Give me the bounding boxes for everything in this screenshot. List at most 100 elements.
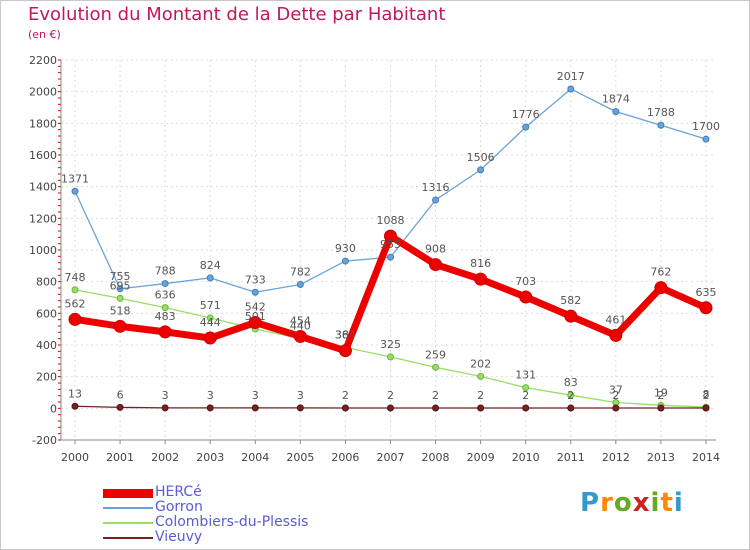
data-point <box>386 253 394 261</box>
data-point <box>206 274 214 282</box>
data-point <box>702 404 710 412</box>
data-point <box>567 85 575 93</box>
data-label: 908 <box>425 243 446 256</box>
y-tick-label: 600 <box>36 307 57 320</box>
data-label: 518 <box>110 304 131 317</box>
data-point <box>612 404 620 412</box>
data-label: 788 <box>155 265 176 278</box>
x-tick-label: 2010 <box>512 451 540 464</box>
data-point <box>341 257 349 265</box>
logo-letter: t <box>660 488 674 518</box>
data-label: 1788 <box>647 106 675 119</box>
logo-letter: r <box>600 488 614 518</box>
chart-subtitle: (en €) <box>28 28 61 41</box>
data-label: 582 <box>560 294 581 307</box>
x-tick-label: 2011 <box>557 451 585 464</box>
data-point <box>161 304 169 312</box>
data-label: 444 <box>200 316 221 329</box>
data-label: 955 <box>380 238 401 251</box>
data-point <box>429 258 443 272</box>
data-point <box>609 328 623 342</box>
data-label: 816 <box>470 257 491 270</box>
data-point <box>68 312 82 326</box>
x-tick-label: 2014 <box>692 451 720 464</box>
x-tick-label: 2003 <box>196 451 224 464</box>
y-tick-label: 1000 <box>29 244 57 257</box>
legend-label: Colombiers-du-Plessis <box>155 514 309 530</box>
data-point <box>161 404 169 412</box>
data-point <box>477 372 485 380</box>
data-label: 1371 <box>61 172 89 185</box>
x-tick-label: 2012 <box>602 451 630 464</box>
data-label: 8 <box>702 388 709 401</box>
x-tick-label: 2001 <box>106 451 134 464</box>
data-label: 364 <box>335 329 356 342</box>
x-tick-label: 2000 <box>61 451 89 464</box>
data-label: 3 <box>162 389 169 402</box>
logo-letter: x <box>632 488 651 518</box>
data-label: 83 <box>564 376 578 389</box>
data-label: 1874 <box>602 93 630 106</box>
data-point <box>248 316 262 330</box>
proxiti-logo: Proxiti <box>580 488 684 518</box>
logo-letter: o <box>613 488 633 518</box>
data-label: 2 <box>612 389 619 402</box>
y-tick-label: 1400 <box>29 181 57 194</box>
data-label: 571 <box>200 299 221 312</box>
data-label: 501 <box>245 310 266 323</box>
data-label: 635 <box>695 286 716 299</box>
data-point <box>113 319 127 333</box>
legend-item: Vieuvy <box>103 529 363 546</box>
data-point <box>116 294 124 302</box>
data-label: 2 <box>387 389 394 402</box>
legend-item: Gorron <box>103 499 363 516</box>
data-point <box>432 196 440 204</box>
data-label: 636 <box>155 289 176 302</box>
data-point <box>71 402 79 410</box>
data-point <box>474 272 488 286</box>
y-tick-label: 1800 <box>29 117 57 130</box>
data-label: 131 <box>515 369 536 382</box>
data-point <box>116 285 124 293</box>
data-label: 2 <box>342 389 349 402</box>
data-point <box>432 404 440 412</box>
data-point <box>386 404 394 412</box>
data-label: 542 <box>245 301 266 314</box>
legend-swatch <box>103 507 153 509</box>
logo-letter: i <box>650 488 661 518</box>
data-label: 454 <box>290 314 311 327</box>
data-label: 748 <box>65 271 86 284</box>
data-label: 2 <box>522 389 529 402</box>
y-tick-label: 2000 <box>29 86 57 99</box>
data-point <box>383 229 397 243</box>
data-point <box>206 314 214 322</box>
data-label: 733 <box>245 273 266 286</box>
data-point <box>338 344 352 358</box>
x-tick-label: 2008 <box>422 451 450 464</box>
x-tick-label: 2005 <box>286 451 314 464</box>
data-label: 1700 <box>692 120 720 133</box>
data-label: 2 <box>657 389 664 402</box>
data-point <box>519 290 533 304</box>
chart-legend: HERCé Gorron Colombiers-du-Plessis Vieuvy <box>103 484 363 546</box>
data-point <box>116 403 124 411</box>
legend-item: HERCé <box>103 484 363 501</box>
data-point <box>567 391 575 399</box>
data-label: 259 <box>425 348 446 361</box>
data-label: 440 <box>290 320 311 333</box>
data-point <box>251 288 259 296</box>
x-tick-label: 2009 <box>467 451 495 464</box>
y-tick-label: 400 <box>36 339 57 352</box>
data-label: 37 <box>609 383 623 396</box>
data-point <box>432 363 440 371</box>
legend-swatch <box>103 488 153 498</box>
data-label: 2017 <box>557 70 585 83</box>
data-label: 2 <box>702 389 709 402</box>
data-point <box>477 404 485 412</box>
y-tick-label: 2200 <box>29 54 57 67</box>
logo-letter: P <box>580 488 601 518</box>
x-tick-label: 2004 <box>241 451 269 464</box>
data-label: 703 <box>515 275 536 288</box>
data-point <box>654 281 668 295</box>
legend-swatch <box>103 522 153 524</box>
